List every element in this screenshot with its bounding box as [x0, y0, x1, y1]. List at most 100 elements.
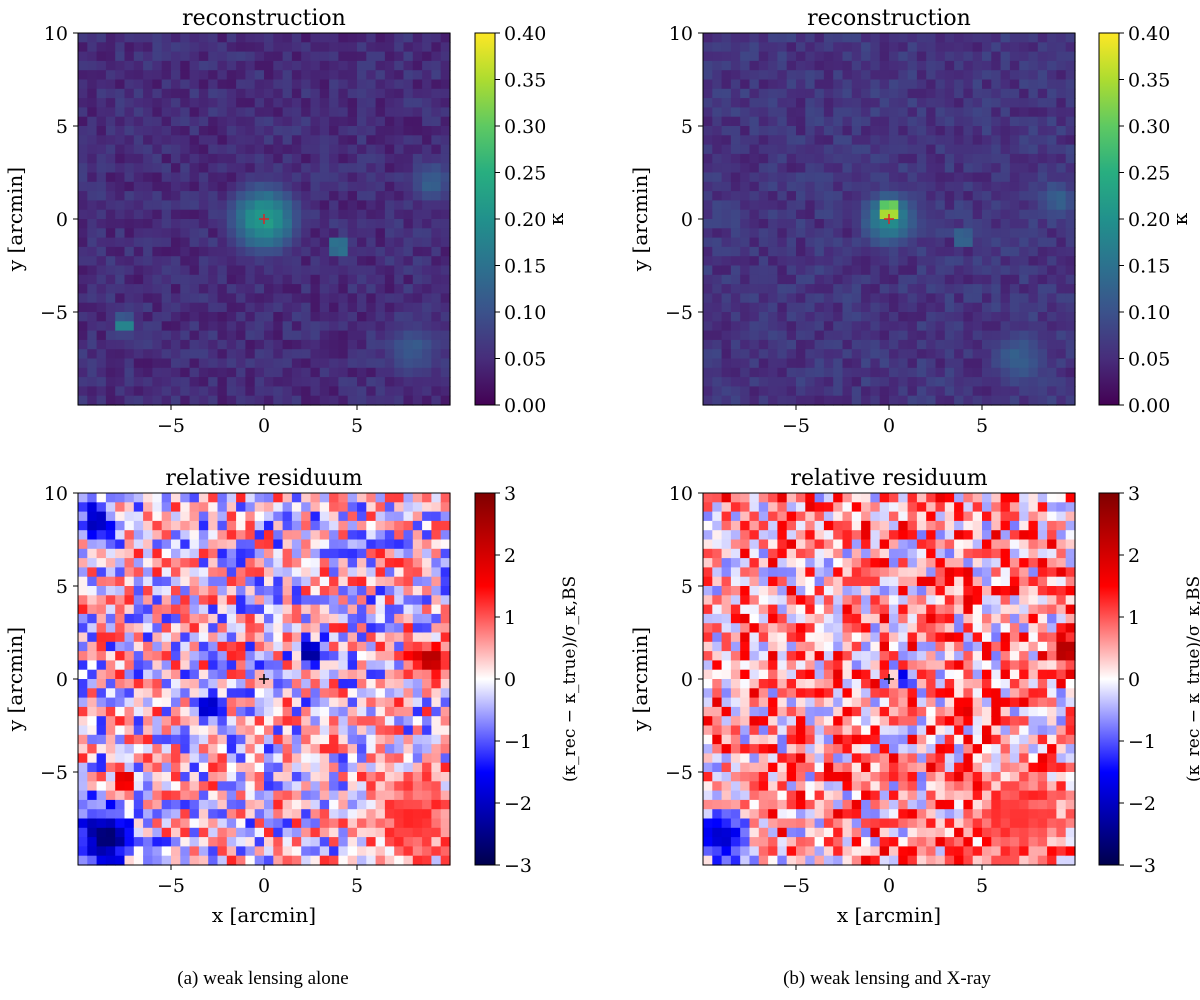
- heatmap-cell: [982, 349, 992, 360]
- heatmap-cell: [768, 144, 778, 155]
- heatmap-cell: [412, 116, 423, 127]
- heatmap-cell: [712, 548, 723, 559]
- heatmap-cell: [96, 330, 107, 341]
- heatmap-cell: [1019, 70, 1030, 81]
- heatmap-cell: [786, 51, 797, 62]
- heatmap-cell: [115, 641, 126, 652]
- heatmap-cell: [189, 367, 200, 378]
- heatmap-cell: [394, 520, 405, 531]
- heatmap-cell: [245, 716, 256, 727]
- heatmap-cell: [1037, 302, 1048, 313]
- heatmap-cell: [431, 688, 442, 699]
- heatmap-cell: [208, 586, 219, 596]
- heatmap-cell: [273, 697, 284, 708]
- heatmap-cell: [907, 191, 918, 201]
- heatmap-cell: [440, 209, 451, 220]
- heatmap-cell: [291, 116, 302, 127]
- heatmap-cell: [282, 855, 293, 866]
- heatmap-cell: [712, 116, 723, 127]
- heatmap-cell: [161, 595, 172, 606]
- heatmap-cell: [338, 265, 349, 276]
- heatmap-cell: [777, 377, 788, 387]
- heatmap-cell: [143, 502, 153, 513]
- heatmap-cell: [264, 651, 274, 661]
- heatmap-cell: [208, 395, 219, 406]
- heatmap-cell: [189, 604, 200, 615]
- heatmap-cell: [217, 576, 228, 587]
- heatmap-cell: [861, 172, 871, 183]
- heatmap-cell: [712, 827, 723, 838]
- heatmap-cell: [422, 181, 432, 192]
- heatmap-cell: [291, 293, 302, 304]
- heatmap-cell: [991, 358, 1002, 369]
- heatmap-cell: [161, 265, 172, 276]
- heatmap-cell: [217, 520, 228, 531]
- heatmap-cell: [189, 548, 200, 559]
- heatmap-cell: [814, 153, 825, 164]
- heatmap-cell: [338, 135, 349, 146]
- heatmap-cell: [375, 339, 386, 350]
- heatmap-cell: [115, 818, 126, 829]
- heatmap-cell: [310, 209, 321, 220]
- heatmap-cell: [721, 237, 732, 248]
- heatmap-cell: [366, 772, 377, 782]
- heatmap-cell: [375, 107, 386, 118]
- heatmap-cell: [357, 358, 367, 369]
- heatmap-cell: [87, 302, 98, 313]
- heatmap-cell: [440, 809, 451, 820]
- heatmap-cell: [375, 725, 386, 736]
- heatmap-cell: [870, 339, 881, 350]
- heatmap-cell: [1065, 191, 1076, 201]
- heatmap-cell: [105, 349, 116, 360]
- heatmap-cell: [814, 377, 825, 387]
- heatmap-cell: [963, 339, 974, 350]
- heatmap-cell: [357, 200, 367, 211]
- heatmap-cell: [786, 339, 797, 350]
- heatmap-cell: [152, 520, 163, 531]
- heatmap-cell: [236, 135, 246, 146]
- heatmap-cell: [384, 502, 395, 513]
- heatmap-cell: [198, 116, 209, 127]
- heatmap-cell: [403, 51, 414, 62]
- heatmap-cell: [78, 153, 88, 164]
- heatmap-cell: [851, 265, 862, 276]
- heatmap-cell: [347, 153, 358, 164]
- heatmap-cell: [889, 302, 899, 313]
- heatmap-cell: [703, 79, 713, 90]
- heatmap-cell: [898, 153, 909, 164]
- heatmap-cell: [879, 79, 890, 90]
- heatmap-cell: [189, 339, 200, 350]
- heatmap-cell: [208, 191, 219, 201]
- heatmap-cell: [198, 595, 209, 606]
- heatmap-cell: [740, 172, 751, 183]
- heatmap-cell: [440, 772, 451, 782]
- heatmap-cell: [972, 321, 983, 332]
- heatmap-cell: [143, 651, 153, 661]
- heatmap-cell: [78, 339, 88, 350]
- heatmap-cell: [338, 548, 349, 559]
- heatmap-cell: [814, 60, 825, 71]
- heatmap-cell: [366, 256, 377, 267]
- heatmap-cell: [440, 595, 451, 606]
- heatmap-cell: [777, 163, 788, 174]
- heatmap-cell: [133, 377, 144, 387]
- heatmap-cell: [926, 237, 937, 248]
- heatmap-cell: [143, 228, 153, 239]
- heatmap-cell: [944, 265, 955, 276]
- heatmap-cell: [403, 502, 414, 513]
- heatmap-cell: [236, 377, 246, 387]
- heatmap-cell: [1037, 135, 1048, 146]
- heatmap-cell: [851, 107, 862, 118]
- heatmap-cell: [777, 237, 788, 248]
- heatmap-cell: [823, 349, 834, 360]
- heatmap-cell: [431, 567, 442, 578]
- heatmap-cell: [749, 88, 760, 99]
- heatmap-cell: [861, 200, 871, 211]
- heatmap-cell: [375, 772, 386, 782]
- heatmap-cell: [282, 744, 293, 754]
- heatmap-cell: [823, 181, 834, 192]
- heatmap-cell: [301, 837, 312, 847]
- heatmap-cell: [96, 200, 107, 211]
- heatmap-cell: [422, 679, 432, 689]
- heatmap-cell: [384, 79, 395, 90]
